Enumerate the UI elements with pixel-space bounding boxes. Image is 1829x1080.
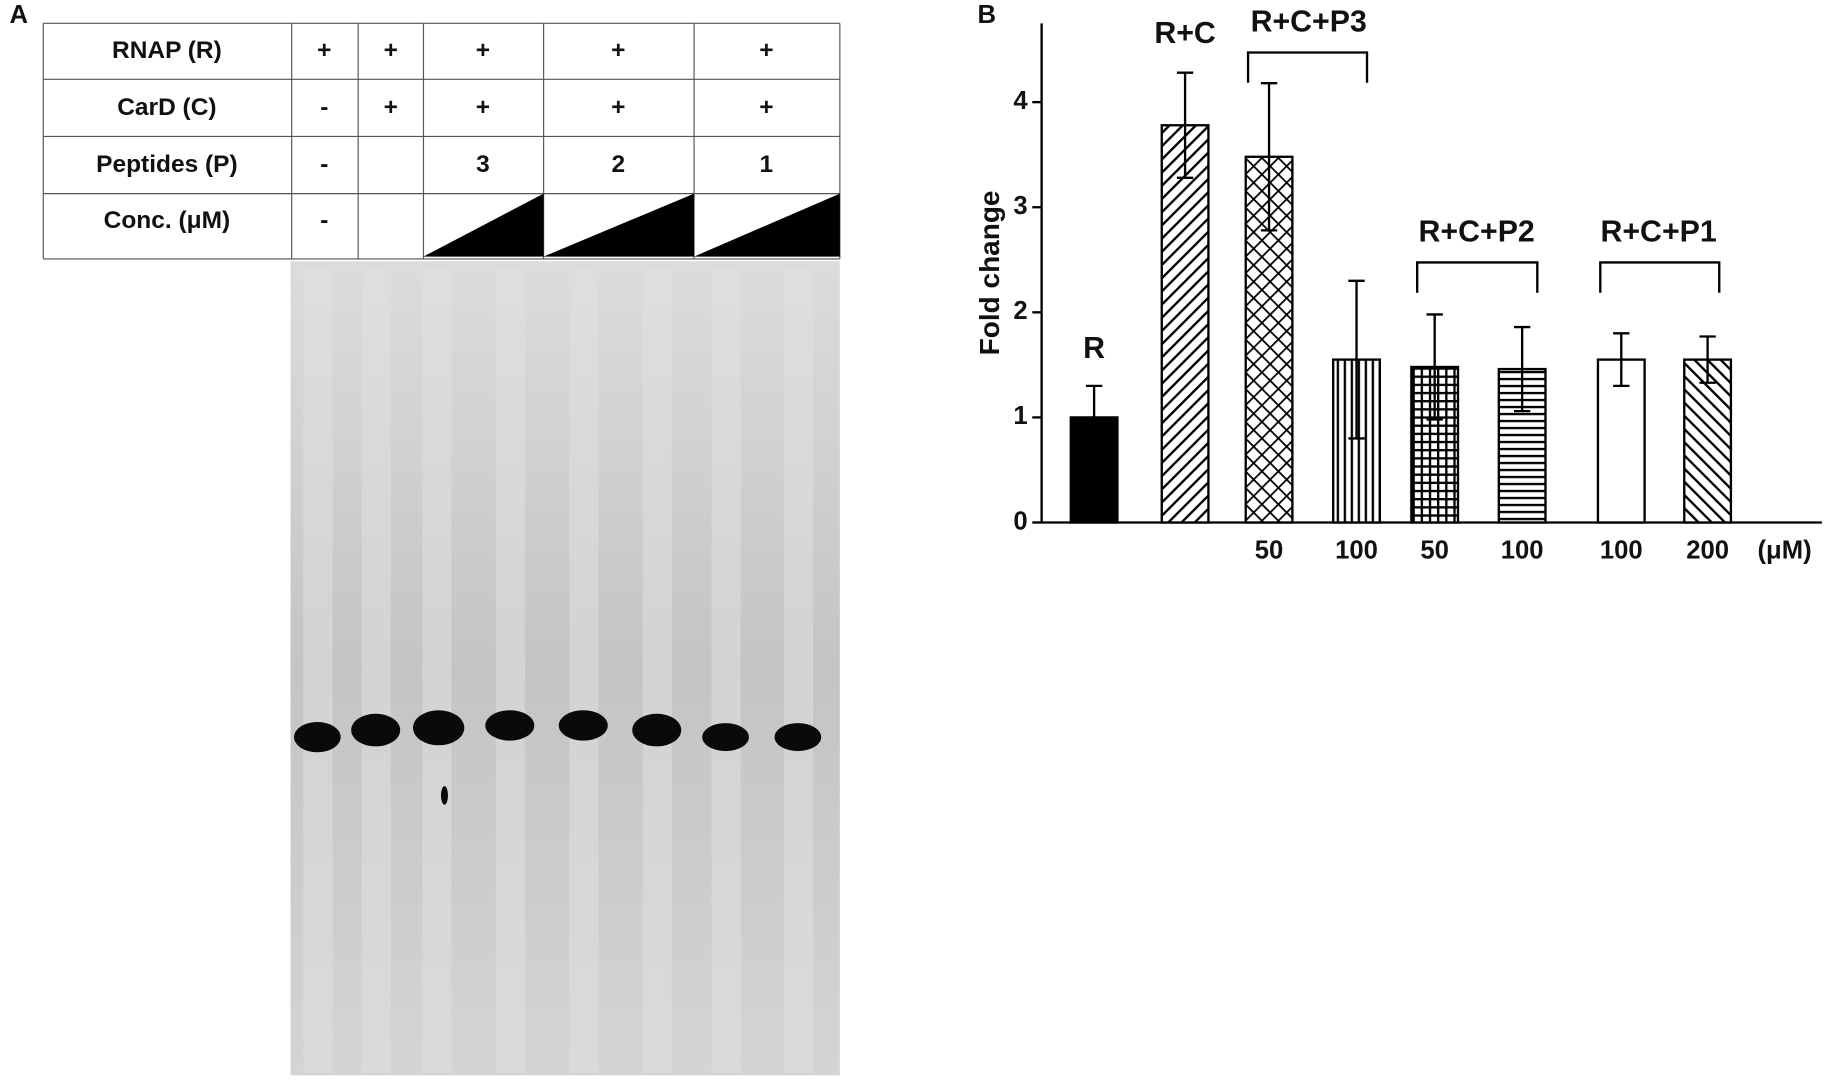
group-bracket [1416, 261, 1539, 293]
panel-label: A [9, 1, 28, 29]
x-tick-label: 100 [1501, 536, 1544, 564]
row-label: RNAP (R) [112, 37, 222, 64]
table: RNAP (R) + + + + + CarD (C) - + + + + Peptides (P) - 3… [42, 22, 841, 260]
group-label: R+C+P3 [1251, 5, 1367, 38]
cell: 1 [760, 151, 774, 178]
x-tick-label: 100 [1335, 536, 1378, 564]
group-label: R [1083, 332, 1105, 365]
y-tick-label: 2 [1013, 297, 1027, 325]
y-tick-label: 3 [1013, 192, 1027, 220]
y-tick-label: 0 [1013, 507, 1027, 535]
row-label: CarD (C) [117, 94, 216, 121]
cell: + [759, 94, 773, 121]
group-label: R+C+P2 [1419, 215, 1535, 248]
group-label: R+C [1154, 17, 1216, 50]
x-tick-label: 200 [1686, 536, 1729, 564]
y-axis-label: Fold change [974, 191, 1005, 356]
bar [1683, 358, 1733, 524]
cell: 2 [611, 151, 625, 178]
group-bracket [1599, 261, 1721, 293]
row-label: Peptides (P) [96, 151, 237, 178]
error-bar [1699, 335, 1716, 384]
gel [290, 261, 840, 1076]
bar-chart: B Fold change 0 1 2 3 4 50 100 50 100 100 200 (μM) R R+… [974, 1, 1822, 564]
x-tick-label: 100 [1600, 536, 1643, 564]
group-bracket [1246, 51, 1369, 83]
cell: + [384, 37, 398, 64]
group-label: R+C+P1 [1600, 215, 1716, 248]
error-bar [1613, 332, 1630, 388]
panel-label: B [977, 1, 996, 29]
cell: + [476, 94, 490, 121]
cell: + [384, 94, 398, 121]
row-label: Conc. (μM) [104, 207, 231, 234]
error-bar [1426, 313, 1443, 421]
x-tick-label: 50 [1420, 536, 1449, 564]
cell: + [611, 37, 625, 64]
error-bar [1348, 279, 1365, 440]
cell: + [611, 94, 625, 121]
cell: - [320, 151, 328, 178]
x-tick-label: 50 [1255, 536, 1284, 564]
error-bar [1176, 71, 1194, 179]
cell: - [320, 207, 328, 234]
cell: + [317, 37, 331, 64]
error-bar [1085, 384, 1103, 451]
error-bar [1513, 325, 1531, 413]
cell: + [759, 37, 773, 64]
unit-label: (μM) [1758, 536, 1812, 564]
bar [1160, 124, 1210, 524]
error-bar [1260, 82, 1278, 232]
y-tick-label: 1 [1013, 402, 1027, 430]
y-tick-label: 4 [1013, 87, 1028, 115]
cell: 3 [476, 151, 490, 178]
cell: + [476, 37, 490, 64]
cell: - [320, 94, 328, 121]
